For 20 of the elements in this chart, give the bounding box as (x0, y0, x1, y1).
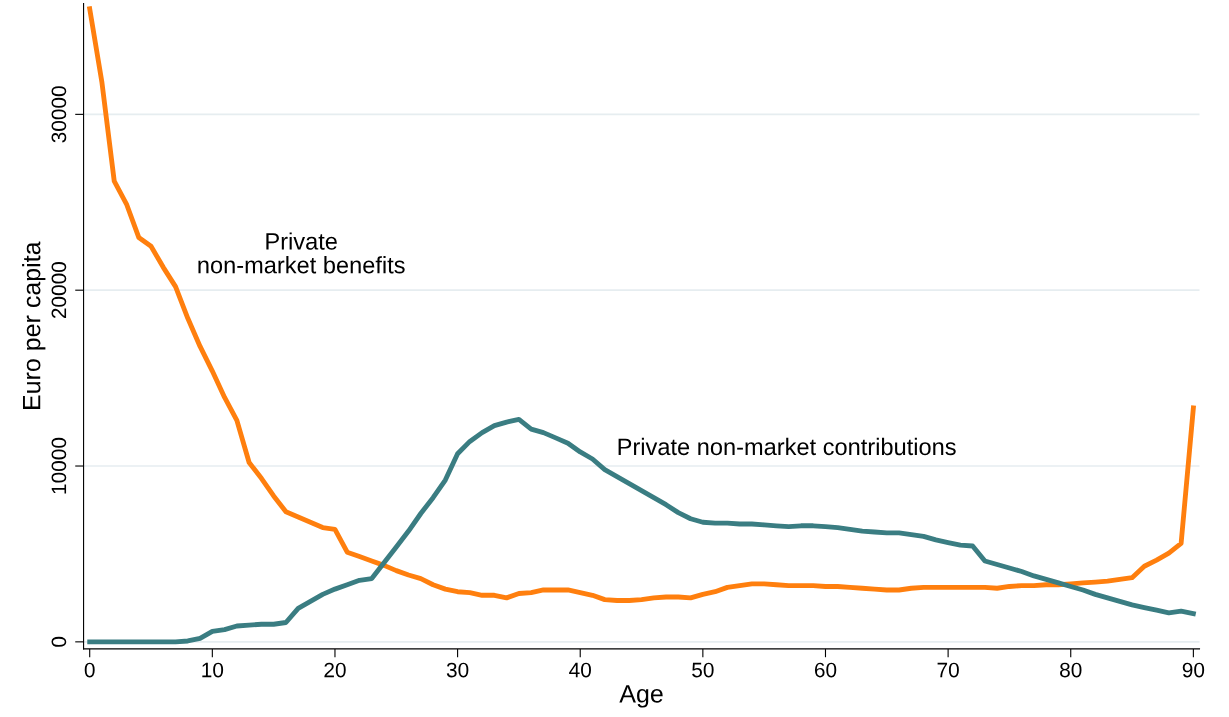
y-axis-title: Euro per capita (22, 241, 46, 409)
x-tick-label: 60 (814, 662, 837, 678)
x-tick-label: 30 (446, 662, 469, 678)
x-tick-label: 0 (84, 662, 95, 678)
x-tick-label: 40 (569, 662, 591, 678)
y-tick-label: 20000 (51, 262, 67, 319)
line-series (87, 6, 1196, 603)
line-series (87, 417, 1196, 645)
x-tick-label: 20 (324, 662, 346, 678)
series-label: Private non-market benefits (198, 232, 405, 274)
x-tick-label: 80 (1060, 662, 1082, 678)
x-tick-label: 90 (1182, 662, 1205, 678)
x-axis-title: Age (619, 685, 663, 708)
y-tick-label: 10000 (51, 437, 67, 494)
y-tick-label: 0 (51, 636, 67, 647)
series-label: Private non-market contributions (618, 437, 956, 456)
y-tick-label: 30000 (51, 86, 67, 143)
x-tick-label: 50 (692, 662, 714, 678)
x-tick-label: 70 (937, 662, 959, 678)
x-tick-label: 10 (202, 662, 224, 678)
